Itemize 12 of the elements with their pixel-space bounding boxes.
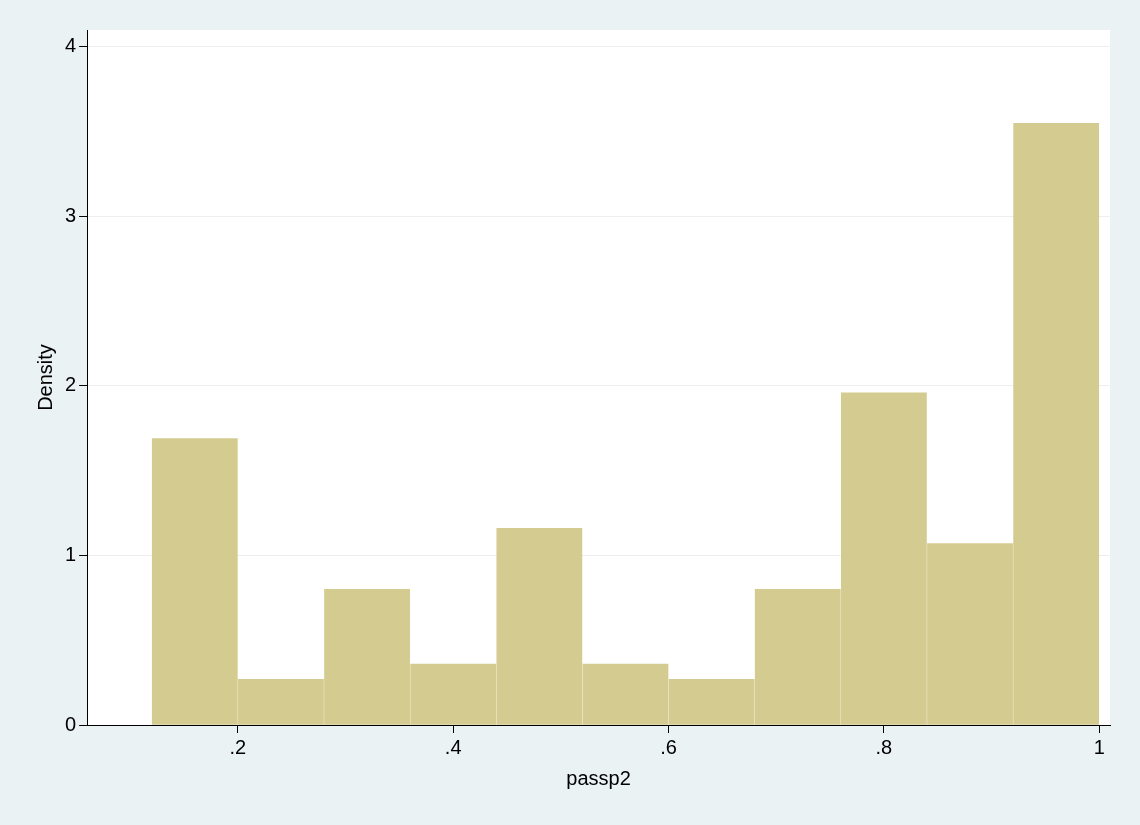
- y-tick-label: 4: [65, 34, 77, 57]
- y-tick-label: 1: [65, 543, 77, 565]
- x-tick-label: .6: [660, 735, 677, 758]
- x-tick-label: 1: [1093, 735, 1105, 758]
- x-tick-label: .2: [229, 735, 247, 758]
- x-tick-label: .8: [875, 735, 893, 758]
- x-tick-label: .4: [444, 735, 462, 758]
- y-tick-label: 0: [65, 712, 77, 735]
- y-axis-title: Density: [33, 344, 56, 411]
- x-axis-title: passp2: [566, 766, 631, 789]
- y-tick-label: 2: [65, 373, 77, 396]
- y-tick-label: 3: [65, 203, 77, 226]
